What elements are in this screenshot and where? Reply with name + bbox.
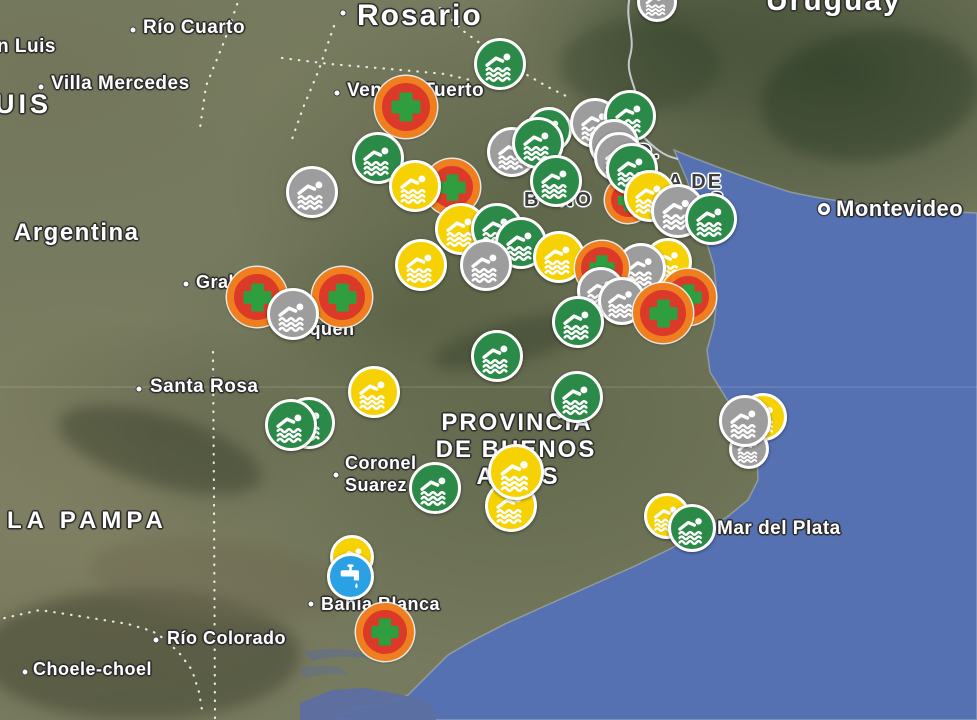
estuary-channel <box>304 648 370 661</box>
city-dot-rosario <box>339 9 347 17</box>
map-label-choele-choel: Choele-choel <box>33 659 153 679</box>
map-label-montevideo: Montevideo <box>836 196 964 221</box>
swim-icon <box>479 338 515 374</box>
city-dot-coronel-suarez <box>332 471 340 479</box>
marker-swim-green-49[interactable] <box>668 504 716 552</box>
map-label-la-pampa: LA PAMPA <box>7 507 168 534</box>
bay-shape <box>300 688 436 720</box>
marker-swim-gray-38[interactable] <box>267 288 319 340</box>
estuary-channel <box>300 666 350 678</box>
city-dot-bahia-blanca <box>307 600 315 608</box>
map-label-san-luis-city: n Luis <box>0 36 56 57</box>
marker-water-51[interactable] <box>326 552 374 600</box>
map-label-uruguay: Uruguay <box>766 0 902 17</box>
boundary-line <box>289 24 336 144</box>
city-dot-choele-choel <box>21 668 29 676</box>
cross-icon <box>369 616 401 648</box>
marker-cross-52[interactable] <box>356 603 414 661</box>
marker-swim-green-33[interactable] <box>552 296 604 348</box>
marker-swim-yellow-41[interactable] <box>348 366 400 418</box>
marker-swim-green-1[interactable] <box>474 38 526 90</box>
boundary-line <box>0 608 205 718</box>
cross-icon <box>326 281 359 314</box>
swim-icon <box>482 46 518 82</box>
swim-icon <box>273 407 309 443</box>
swim-icon <box>294 174 330 210</box>
marker-cross-32[interactable] <box>633 283 693 343</box>
marker-swim-green-17[interactable] <box>530 155 582 207</box>
city-dot-gral <box>182 280 190 288</box>
swim-icon <box>417 470 453 506</box>
marker-swim-green-34[interactable] <box>471 330 523 382</box>
cross-icon <box>647 297 680 330</box>
map-label-coronel-1: Coronel <box>345 453 417 473</box>
marker-swim-yellow-6[interactable] <box>389 160 441 212</box>
swim-icon <box>497 453 536 492</box>
city-dot-rio-cuarto <box>129 26 137 34</box>
map-label-rio-cuarto: Río Cuarto <box>143 17 246 38</box>
marker-swim-gray-47[interactable] <box>719 395 771 447</box>
marker-swim-yellow-23[interactable] <box>395 239 447 291</box>
marker-cross-2[interactable] <box>375 76 437 138</box>
swim-icon <box>468 247 504 283</box>
map-label-mar-del-plata: Mar del Plata <box>717 518 841 539</box>
map-label-coronel-2: Suarez <box>345 475 408 495</box>
marker-swim-green-35[interactable] <box>551 371 603 423</box>
map-label-santa-rosa: Santa Rosa <box>150 376 259 397</box>
city-dot-santa-rosa <box>135 385 143 393</box>
swim-icon <box>275 296 311 332</box>
marker-swim-green-42[interactable] <box>409 462 461 514</box>
swim-icon <box>541 239 577 275</box>
city-ring-montevideo <box>818 203 830 215</box>
city-dot-venado-tuerto <box>333 89 341 97</box>
city-dot-villa-mercedes <box>37 83 45 91</box>
marker-swim-yellow-44[interactable] <box>488 444 544 500</box>
marker-swim-green-40[interactable] <box>265 399 317 451</box>
swim-icon <box>356 374 392 410</box>
swim-icon <box>560 304 596 340</box>
marker-swim-gray-4[interactable] <box>286 166 338 218</box>
city-dot-rio-colorado <box>152 636 160 644</box>
swim-icon <box>360 140 396 176</box>
swim-icon <box>538 163 574 199</box>
map-label-villa-mercedes: Villa Mercedes <box>51 73 190 94</box>
marker-cross-37[interactable] <box>312 267 372 327</box>
swim-icon <box>693 201 729 237</box>
swim-icon <box>559 379 595 415</box>
cross-icon <box>437 172 468 203</box>
swim-icon <box>397 168 433 204</box>
map-label-argentina: Argentina <box>14 219 140 246</box>
terrain-patch <box>0 590 300 720</box>
marker-swim-gray-0[interactable] <box>637 0 677 22</box>
faucet-icon <box>335 561 366 592</box>
marker-swim-green-19[interactable] <box>685 193 737 245</box>
cross-icon <box>389 90 423 124</box>
swim-icon <box>727 403 763 439</box>
swim-icon <box>643 0 671 16</box>
map-label-rosario: Rosario <box>357 0 483 32</box>
map-label-san-luis-prov: UIS <box>0 89 53 119</box>
swim-icon <box>403 247 439 283</box>
swim-icon <box>675 511 709 545</box>
marker-swim-gray-24[interactable] <box>460 239 512 291</box>
map-label-rio-colorado: Río Colorado <box>167 628 286 648</box>
map-label-gral: Gral <box>196 272 235 292</box>
